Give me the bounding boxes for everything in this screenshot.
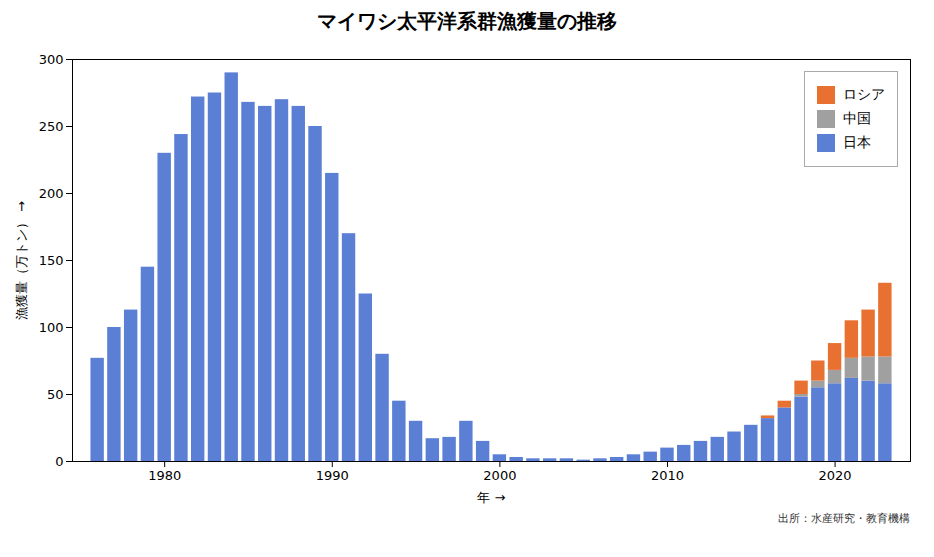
svg-text:年 →: 年 →	[477, 490, 505, 505]
svg-text:200: 200	[39, 186, 64, 201]
svg-text:0: 0	[55, 454, 63, 469]
html-text:ロシア: ロシア	[843, 86, 885, 102]
svg-text:250: 250	[39, 119, 64, 134]
html-text:出所：水産研究・教育機構: 出所：水産研究・教育機構	[778, 512, 910, 525]
svg-text:1980: 1980	[148, 468, 181, 483]
html-text:中国: 中国	[843, 110, 871, 126]
svg-text:300: 300	[39, 52, 64, 67]
svg-text:2020: 2020	[819, 468, 852, 483]
svg-text:150: 150	[39, 253, 64, 268]
svg-text:2000: 2000	[483, 468, 516, 483]
svg-text:1990: 1990	[316, 468, 349, 483]
svg-text:2010: 2010	[651, 468, 684, 483]
html-text:マイワシ太平洋系群漁獲量の推移: マイワシ太平洋系群漁獲量の推移	[317, 9, 617, 33]
svg-text:50: 50	[47, 387, 64, 402]
svg-text:100: 100	[39, 320, 64, 335]
svg-text:漁獲量（万トン） →: 漁獲量（万トン） →	[14, 201, 29, 320]
html-text:日本: 日本	[843, 134, 871, 150]
